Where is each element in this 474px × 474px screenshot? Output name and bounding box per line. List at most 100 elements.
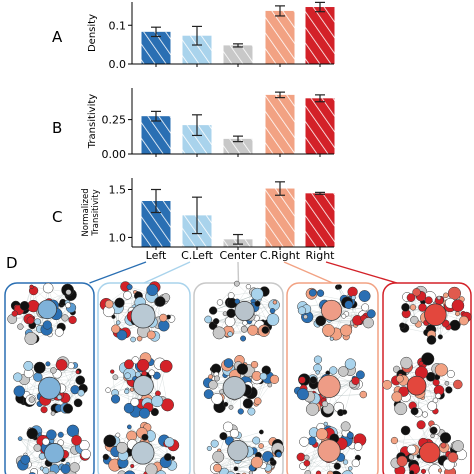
network-node: [313, 355, 323, 364]
network-node: [258, 443, 264, 449]
connector-cright: [283, 261, 333, 284]
network-nodes: [204, 280, 280, 342]
y-axis-label: Normalized: [81, 188, 91, 236]
network-node: [252, 436, 261, 445]
network-node: [164, 437, 175, 448]
network-node: [250, 360, 259, 369]
network-node: [203, 389, 214, 399]
network-edge: [19, 438, 43, 469]
network-node: [396, 374, 404, 383]
network-node: [409, 304, 417, 311]
network-node: [307, 436, 317, 446]
bar-hatch: [265, 188, 295, 247]
network-node: [226, 308, 236, 318]
category-label-cleft: C.Left: [181, 249, 214, 262]
network-node: [212, 318, 220, 325]
network-edge: [219, 283, 237, 303]
network-node: [130, 336, 136, 343]
network-node: [105, 387, 111, 393]
network-node: [204, 315, 213, 324]
network-node: [272, 300, 278, 305]
network-node: [269, 457, 275, 463]
network-node: [446, 369, 455, 378]
connector-right: [325, 261, 398, 284]
network-node: [359, 390, 368, 399]
network-box-center: [193, 280, 285, 474]
network-node: [247, 324, 259, 336]
network-node: [111, 324, 121, 334]
network-node: [358, 290, 371, 302]
network-node: [61, 314, 69, 322]
network-node: [17, 323, 24, 330]
network-node: [410, 315, 419, 325]
network-node: [171, 456, 176, 461]
network-edge: [64, 365, 76, 399]
network-node: [351, 295, 356, 300]
network-node: [361, 303, 370, 312]
network-node: [55, 359, 68, 371]
network-node: [315, 470, 322, 474]
network-node: [445, 386, 453, 394]
network-node: [322, 323, 335, 337]
network-node: [439, 432, 452, 444]
network-nodes: [7, 282, 77, 345]
network-node: [17, 436, 23, 442]
network-edge: [221, 391, 232, 408]
network-node: [308, 288, 317, 297]
bar-hatch: [305, 7, 335, 65]
network-node: [146, 330, 156, 340]
network-node: [406, 293, 416, 302]
network-box-right: [382, 282, 472, 474]
network-node: [42, 320, 52, 330]
bar-hatch: [141, 116, 171, 154]
network-edge: [235, 468, 251, 473]
network-node: [212, 450, 225, 463]
network-node: [434, 363, 448, 377]
network-node: [346, 431, 354, 439]
network-node: [250, 456, 263, 469]
network-node: [362, 317, 374, 329]
network-panels: [4, 280, 472, 474]
network-node: [54, 327, 64, 337]
network-node: [418, 361, 424, 366]
network-node: [24, 331, 38, 345]
network-node: [148, 369, 156, 377]
y-tick-label: 0.0: [109, 58, 127, 71]
network-node: [159, 359, 173, 373]
network-edge: [19, 438, 47, 471]
network-hub-node: [321, 299, 343, 321]
network-node: [124, 372, 131, 379]
network-node: [11, 310, 18, 317]
network-node: [233, 280, 240, 287]
network-node: [269, 374, 280, 384]
network-node: [26, 316, 35, 325]
bar-hatch: [305, 193, 335, 247]
panel-letter-c: C: [52, 208, 62, 226]
network-node: [117, 470, 127, 474]
network-node: [275, 451, 282, 458]
network-edge: [159, 363, 168, 405]
network-nodes: [105, 352, 174, 419]
network-node: [228, 404, 234, 410]
network-node: [340, 324, 353, 337]
network-node: [80, 448, 91, 460]
network-node: [34, 318, 41, 326]
network-nodes: [13, 356, 88, 416]
network-edge: [230, 286, 249, 314]
network-node: [136, 335, 143, 342]
network-node: [50, 411, 56, 416]
network-node: [390, 436, 399, 445]
network-node: [112, 374, 119, 381]
network-node: [440, 442, 447, 449]
network-node: [341, 313, 347, 319]
network-node: [209, 306, 218, 315]
network-nodes: [202, 355, 280, 416]
network-node: [19, 300, 30, 311]
network-node: [305, 402, 320, 416]
category-label-left: Left: [146, 249, 167, 262]
network-node: [258, 429, 264, 435]
network-node: [50, 367, 57, 374]
network-node: [68, 315, 77, 325]
network-node: [455, 311, 460, 317]
network-node: [115, 432, 121, 438]
